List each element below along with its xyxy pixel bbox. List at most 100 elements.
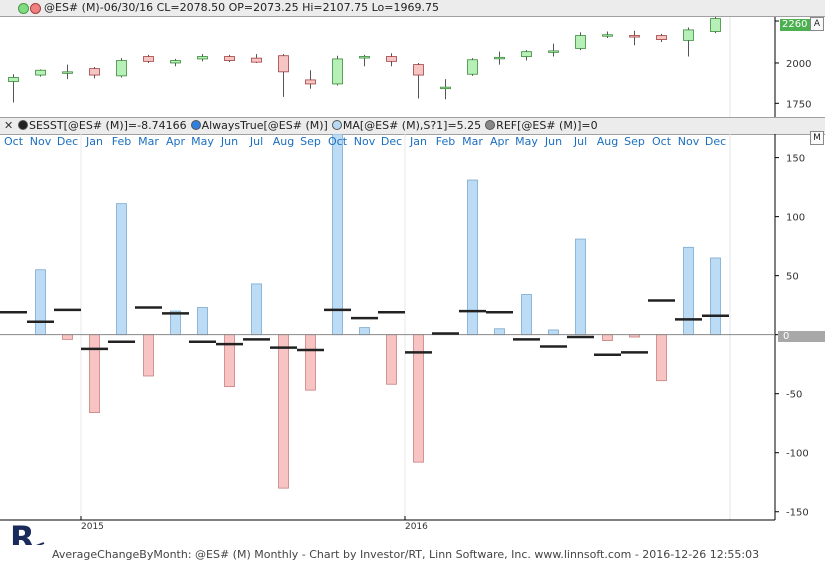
candle-body	[467, 59, 478, 75]
indicator-legend: SESST[@ES# (M)]=-8.74166 AlwaysTrue[@ES# …	[18, 118, 602, 134]
month-label: Apr	[166, 135, 186, 148]
year-label: 2015	[81, 522, 104, 532]
month-label: Dec	[57, 135, 78, 148]
year-label: 2016	[405, 522, 428, 532]
candle-body	[440, 86, 451, 90]
candle-body	[8, 77, 19, 82]
indicator-panel-header: ✕ SESST[@ES# (M)]=-8.74166 AlwaysTrue[@ES…	[0, 117, 825, 135]
month-label: Feb	[436, 135, 455, 148]
candle-body	[305, 79, 316, 85]
month-label: Nov	[354, 135, 376, 148]
month-label: May	[191, 135, 214, 148]
candle-body	[548, 50, 559, 53]
indicator-tick-label: 150	[786, 154, 805, 165]
change-bar	[251, 283, 262, 336]
price-chart: 1750 2000	[8, 17, 811, 117]
legend-dot-icon	[485, 120, 496, 130]
price-tick-label: 1750	[786, 99, 811, 110]
indicator-panel-corner-button[interactable]: M	[810, 131, 824, 145]
candle-body	[602, 34, 613, 37]
month-label: Jun	[220, 135, 238, 148]
candle-body	[62, 71, 73, 74]
indicator-tick-label: 50	[786, 272, 799, 283]
change-bar	[656, 334, 667, 382]
indicator-tick-label: -100	[786, 449, 809, 460]
price-panel-corner-button[interactable]: A	[810, 17, 824, 31]
price-panel-title: @ES# (M)-06/30/16 CL=2078.50 OP=2073.25 …	[44, 1, 439, 14]
month-label: Sep	[624, 135, 645, 148]
month-label: Oct	[328, 135, 348, 148]
month-label: Jun	[544, 135, 562, 148]
change-bar	[305, 334, 316, 391]
zero-badge: 0	[778, 331, 825, 342]
change-bar	[278, 334, 289, 489]
month-label: Nov	[678, 135, 700, 148]
candle-body	[278, 55, 289, 73]
month-label: Nov	[30, 135, 52, 148]
change-bar	[35, 269, 46, 336]
change-bar	[683, 246, 694, 336]
change-bar	[197, 307, 208, 336]
candle-body	[413, 64, 424, 76]
change-bar	[710, 257, 721, 336]
candle-body	[35, 69, 46, 76]
change-bar	[359, 327, 370, 336]
legend-entry[interactable]: SESST[@ES# (M)]=-8.74166	[18, 118, 187, 134]
legend-entry[interactable]: AlwaysTrue[@ES# (M)]	[190, 118, 328, 134]
candle-body	[629, 35, 640, 38]
change-bar	[143, 334, 154, 377]
month-label: Sep	[300, 135, 321, 148]
month-label: Aug	[273, 135, 294, 148]
month-label: Dec	[381, 135, 402, 148]
candle-body	[359, 56, 370, 59]
footer: AverageChangeByMonth: @ES# (M) Monthly -…	[0, 545, 825, 562]
price-badge: 2260	[780, 19, 810, 31]
month-label: Apr	[490, 135, 510, 148]
legend-dot-icon	[18, 120, 28, 130]
month-label: Oct	[652, 135, 672, 148]
month-label: Jan	[85, 135, 103, 148]
month-label: Jul	[573, 135, 587, 148]
month-label: May	[515, 135, 538, 148]
candle-body	[710, 18, 721, 32]
change-bar	[224, 334, 235, 388]
price-panel-header: @ES# (M)-06/30/16 CL=2078.50 OP=2073.25 …	[0, 0, 825, 17]
candle-body	[575, 35, 586, 49]
legend-label: AlwaysTrue[@ES# (M)]	[201, 119, 328, 132]
candle-body	[386, 56, 397, 62]
change-bar	[116, 203, 127, 336]
indicator-chart: 150 100 50 -50 -100 -150 Oct Nov Dec Jan Feb Mar Ap…	[0, 134, 809, 532]
month-label: Jan	[409, 135, 427, 148]
candle-body	[251, 57, 262, 63]
change-bar	[89, 334, 100, 413]
legend-entry[interactable]: REF[@ES# (M)]=0	[485, 118, 598, 134]
indicator-tick-label: -150	[786, 508, 809, 519]
legend-label: MA[@ES# (M),S?1]=5.25	[342, 119, 482, 132]
month-label: Mar	[138, 135, 159, 148]
legend-dot-icon	[190, 120, 201, 130]
legend-dot-icon	[331, 120, 342, 130]
close-icon[interactable]: ✕	[4, 119, 14, 132]
footer-text: AverageChangeByMonth: @ES# (M) Monthly -…	[52, 548, 760, 561]
change-bar	[602, 334, 613, 341]
change-bar	[413, 334, 424, 463]
month-label: Jul	[249, 135, 263, 148]
candle-body	[521, 51, 532, 57]
change-bar	[386, 334, 397, 385]
change-bar	[62, 334, 73, 340]
red-dot-icon[interactable]	[30, 3, 41, 14]
candle-body	[683, 29, 694, 41]
month-label: Dec	[705, 135, 726, 148]
price-tick-label: 2000	[786, 59, 811, 70]
month-label: Aug	[597, 135, 618, 148]
legend-label: REF[@ES# (M)]=0	[496, 119, 598, 132]
candle-body	[116, 60, 127, 77]
candle-body	[224, 56, 235, 61]
green-dot-icon[interactable]	[18, 3, 29, 14]
candle-body	[656, 35, 667, 40]
legend-entry[interactable]: MA[@ES# (M),S?1]=5.25	[331, 118, 482, 134]
candle-body	[170, 60, 181, 64]
change-bar	[494, 328, 505, 336]
candle-body	[494, 56, 505, 60]
candle-body	[332, 58, 343, 85]
